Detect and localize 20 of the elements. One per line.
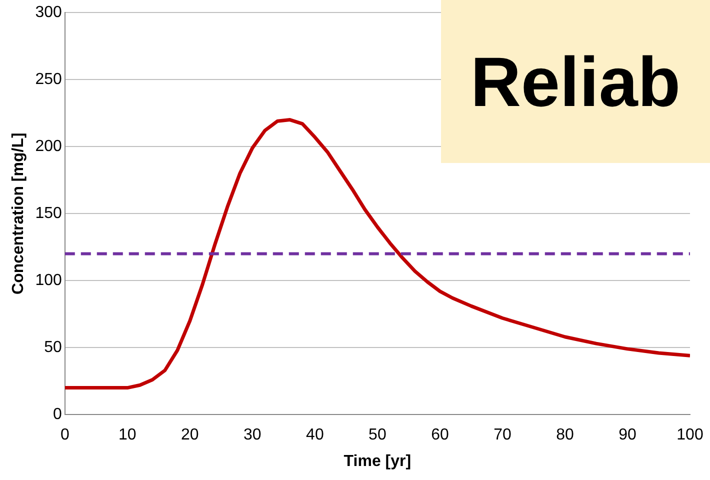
x-tick-label: 40 (306, 426, 324, 444)
y-tick-label: 250 (35, 71, 62, 88)
y-tick-label: 50 (44, 339, 62, 356)
x-tick-label: 80 (556, 426, 574, 444)
x-tick-label: 100 (676, 426, 704, 444)
x-tick-label: 50 (368, 426, 386, 444)
x-tick-label: 20 (181, 426, 199, 444)
annotation: Reliab (470, 42, 681, 122)
y-tick-label: 300 (35, 4, 62, 22)
y-tick-label: 200 (35, 138, 62, 156)
y-tick-label: 150 (35, 205, 62, 222)
y-axis-title: Concentration [mg/L] (10, 132, 28, 294)
x-tick-label: 30 (244, 426, 262, 444)
y-tick-label: 100 (35, 272, 62, 290)
x-tick-label: 60 (431, 426, 449, 444)
x-tick-label: 70 (494, 426, 512, 444)
y-tick-label: 0 (52, 406, 62, 424)
x-tick-label: 90 (618, 426, 636, 444)
x-axis-title: Time [yr] (344, 452, 412, 470)
x-tick-label: 10 (118, 426, 136, 444)
